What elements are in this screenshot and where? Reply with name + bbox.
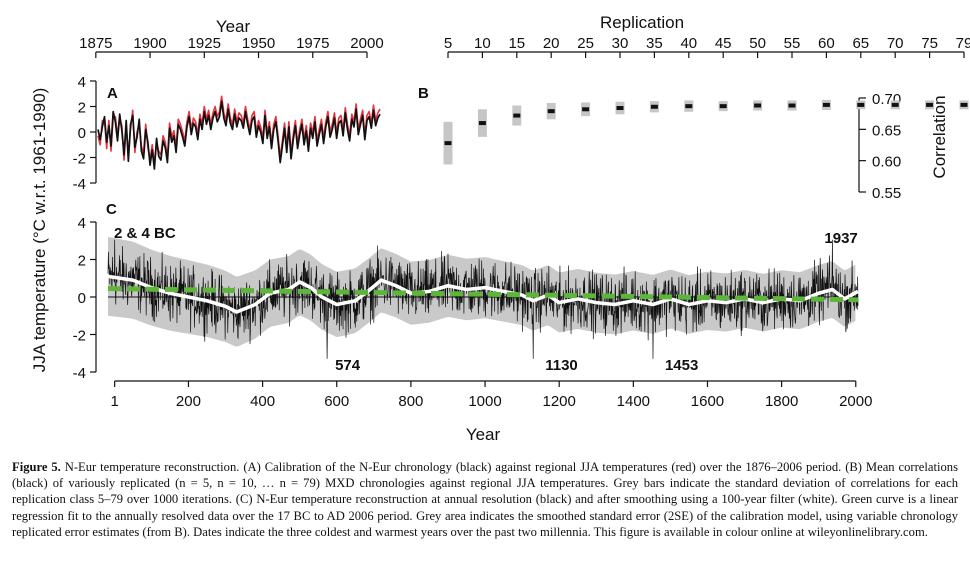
panel-c-annual-reconstruction — [107, 239, 859, 359]
figure-caption: Figure 5. N-Eur temperature reconstructi… — [12, 459, 958, 540]
panel-b-y-tick-label: 0.60 — [872, 154, 901, 171]
panel-c-label: C — [106, 201, 117, 218]
panel-c-x-tick-label: 1600 — [691, 393, 724, 410]
panel-b-mean-marker — [926, 102, 934, 107]
panel-b-mean-marker — [478, 121, 486, 126]
panel-b-x-tick-label: 15 — [508, 35, 525, 52]
panel-c-y-tick-label: -4 — [73, 365, 86, 382]
panel-c-x-tick-label: 1000 — [468, 393, 501, 410]
panel-b-label: B — [418, 85, 429, 102]
panel-b-x-tick-label: 35 — [646, 35, 663, 52]
panel-c-x-tick-label: 2000 — [839, 393, 872, 410]
panel-c-reconstruction: C Year JJA temperature (°C w.r.t. 1961-1… — [30, 88, 872, 444]
panel-b-mean-marker — [513, 113, 521, 118]
panel-a-title-year: Year — [216, 17, 251, 36]
panel-b-x-tick-label: 60 — [818, 35, 835, 52]
panel-c-annotation-1453: 1453 — [665, 357, 698, 374]
panel-a-x-tick-label: 1950 — [242, 35, 275, 52]
panel-c-y-tick-label: 4 — [78, 215, 86, 232]
panel-c-annotation-1937: 1937 — [824, 230, 857, 247]
panel-c-x-tick-label: 200 — [176, 393, 201, 410]
panel-c-x-tick-label: 1200 — [542, 393, 575, 410]
panel-b-x-tick-label: 25 — [577, 35, 594, 52]
caption-text: N-Eur temperature reconstruction. (A) Ca… — [12, 460, 958, 539]
panel-c-linear-regression — [107, 286, 859, 303]
panel-c-smoothed-100yr — [107, 274, 859, 314]
panel-a-x-tick-label: 1925 — [188, 35, 221, 52]
panel-a-x-tick-label: 1900 — [133, 35, 166, 52]
panel-b-x-tick-label: 20 — [543, 35, 560, 52]
panel-a-y-tick-label: 4 — [78, 74, 86, 91]
panel-b-title-replication: Replication — [600, 13, 684, 32]
panel-b-x-tick-label: 10 — [474, 35, 491, 52]
panel-c-xlabel-year: Year — [466, 425, 501, 444]
panel-b-x-tick-label: 40 — [680, 35, 697, 52]
panel-b-mean-marker — [822, 102, 830, 107]
panel-b-x-tick-label: 65 — [852, 35, 869, 52]
panel-b-y-tick-label: 0.65 — [872, 122, 901, 139]
panel-b-x-tick-label: 75 — [921, 35, 938, 52]
panel-b-mean-marker — [719, 104, 727, 109]
panel-c-y-tick-label: 2 — [78, 253, 86, 270]
panel-a-x-tick-label: 1875 — [79, 35, 112, 52]
panel-b-mean-marker — [857, 102, 865, 107]
panel-a-x-tick-label: 2000 — [350, 35, 383, 52]
panel-c-x-tick-label: 600 — [324, 393, 349, 410]
panel-a-y-tick-label: 0 — [78, 125, 86, 142]
panel-c-x-tick-label: 1 — [111, 393, 119, 410]
y-axis-title-jja-temperature: JJA temperature (°C w.r.t. 1961-1990) — [30, 88, 49, 373]
panel-b-mean-marker — [788, 103, 796, 108]
panel-a-label: A — [107, 85, 118, 102]
panel-b-x-tick-label: 30 — [612, 35, 629, 52]
panel-a-y-tick-label: -4 — [73, 176, 86, 193]
panel-a-y-tick-label: -2 — [73, 151, 86, 168]
panel-b-replication: Replication B Correlation 0.550.600.650.… — [418, 13, 970, 202]
panel-b-mean-marker — [616, 106, 624, 111]
panel-b-x-tick-label: 5 — [444, 35, 452, 52]
panel-c-x-tick-label: 800 — [398, 393, 423, 410]
panel-b-x-tick-label: 55 — [784, 35, 801, 52]
panel-a-calibration: Year A -4 -2 0 2 4 1875 1900 1925 1950 1975 2000 — [73, 17, 384, 193]
panel-c-x-tick-label: 1400 — [617, 393, 650, 410]
panel-b-x-tick-label: 79 — [956, 35, 970, 52]
caption-label: Figure 5. — [12, 460, 61, 474]
panel-c-y-tick-label: 0 — [78, 290, 86, 307]
panel-c-annotation-574: 574 — [335, 357, 361, 374]
panel-c-annotation-1130: 1130 — [545, 357, 578, 374]
panel-b-mean-marker — [650, 104, 658, 109]
panel-b-x-tick-label: 45 — [715, 35, 732, 52]
panel-c-x-tick-label: 1800 — [765, 393, 798, 410]
panel-b-mean-marker — [754, 103, 762, 108]
panel-b-mean-marker — [444, 141, 452, 146]
panel-b-mean-marker — [891, 102, 899, 107]
panel-a-y-tick-label: 2 — [78, 100, 86, 117]
panel-b-y-tick-label: 0.55 — [872, 185, 901, 202]
panel-b-x-tick-label: 50 — [749, 35, 766, 52]
panel-b-ylabel-correlation: Correlation — [930, 95, 949, 178]
panel-c-annotation-2-4-bc: 2 & 4 BC — [114, 225, 176, 242]
panel-c-x-tick-label: 400 — [250, 393, 275, 410]
panel-b-mean-marker — [685, 104, 693, 109]
panel-b-mean-marker — [960, 102, 968, 107]
panel-b-mean-marker — [582, 107, 590, 112]
panel-b-mean-marker — [547, 109, 555, 114]
panel-c-y-tick-label: -2 — [73, 328, 86, 345]
panel-b-x-tick-label: 70 — [887, 35, 904, 52]
panel-a-x-tick-label: 1975 — [296, 35, 329, 52]
panel-a-series-black-chronology — [97, 100, 381, 170]
